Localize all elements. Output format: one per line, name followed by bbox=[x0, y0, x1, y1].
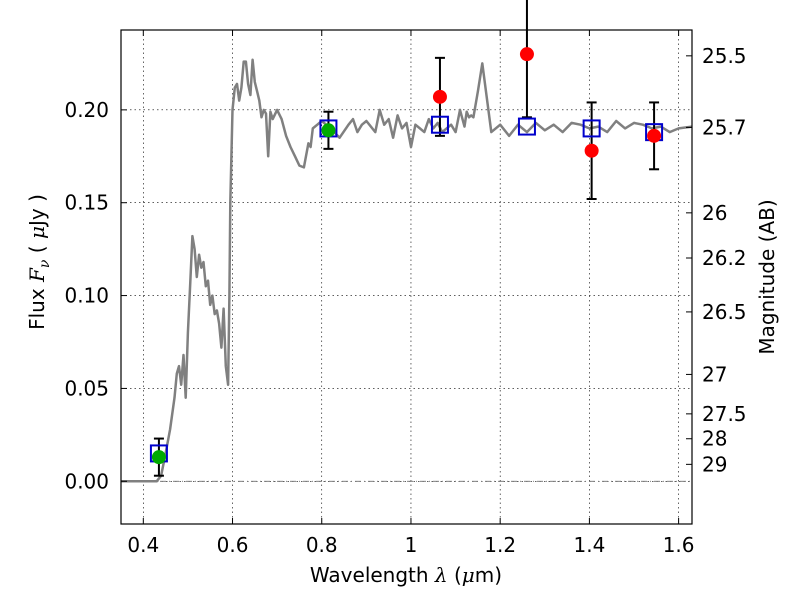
x-tick-label: 1.6 bbox=[663, 533, 695, 557]
model-spectrum bbox=[121, 58, 693, 483]
observed-data-point bbox=[647, 128, 662, 143]
y-tick-label: 0.05 bbox=[64, 376, 109, 400]
magnitude-tick-label: 25.7 bbox=[702, 115, 747, 139]
observed-data-point bbox=[519, 47, 534, 62]
y-axis-label: Flux Fν ( μJy ) bbox=[25, 194, 53, 330]
x-axis-ticks: 0.4 0.6 0.8 1 1.2 1.4 1.6 bbox=[127, 30, 695, 557]
model-photometry-square bbox=[430, 115, 449, 134]
x-tick-label: 0.8 bbox=[306, 533, 338, 557]
plot-background bbox=[121, 30, 692, 524]
y-tick-label: 0.15 bbox=[64, 191, 109, 215]
y-tick-label: 0.20 bbox=[64, 98, 109, 122]
model-spectrum-line bbox=[121, 58, 693, 483]
magnitude-tick-label: 27 bbox=[702, 362, 727, 386]
y-axis-ticks: 0.00 0.05 0.10 0.15 0.20 bbox=[64, 98, 127, 493]
y-tick-label: 0.00 bbox=[64, 469, 109, 493]
magnitude-tick-label: 27.5 bbox=[702, 402, 747, 426]
magnitude-tick-label: 29 bbox=[702, 452, 727, 476]
x-axis-label: Wavelength λ (μm) bbox=[310, 563, 502, 587]
model-photometry-square bbox=[582, 119, 601, 138]
x-tick-label: 1.2 bbox=[484, 533, 516, 557]
magnitude-tick-label: 26.5 bbox=[702, 300, 747, 324]
observed-data-point bbox=[584, 143, 599, 158]
x-tick-label: 0.6 bbox=[217, 533, 249, 557]
magnitude-tick-label: 26.2 bbox=[702, 246, 747, 270]
model-photometry-square bbox=[517, 117, 536, 136]
magnitude-tick-label: 28 bbox=[702, 427, 727, 451]
y-tick-label: 0.10 bbox=[64, 284, 109, 308]
x-tick-label: 0.4 bbox=[127, 533, 159, 557]
magnitude-tick-label: 26 bbox=[702, 201, 727, 225]
magnitude-axis-label: Magnitude (AB) bbox=[755, 199, 779, 354]
observed-data-point bbox=[432, 89, 447, 104]
detected-data-point bbox=[321, 123, 336, 138]
x-tick-label: 1.4 bbox=[573, 533, 605, 557]
data-points bbox=[151, 47, 662, 465]
magnitude-tick-label: 25.5 bbox=[702, 44, 747, 68]
x-tick-label: 1 bbox=[405, 533, 418, 557]
detected-data-point bbox=[151, 450, 166, 465]
plot-frame bbox=[120, 29, 693, 525]
